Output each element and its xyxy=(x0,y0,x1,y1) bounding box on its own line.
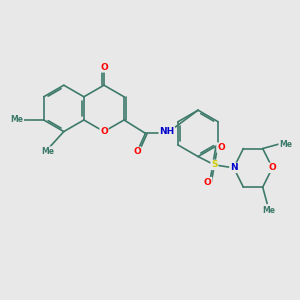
Text: O: O xyxy=(204,178,212,187)
Text: O: O xyxy=(217,143,225,152)
Text: N: N xyxy=(230,163,238,172)
Text: Me: Me xyxy=(11,116,23,124)
Text: NH: NH xyxy=(159,128,175,136)
Text: O: O xyxy=(268,163,276,172)
Text: Me: Me xyxy=(279,140,292,148)
Text: Me: Me xyxy=(262,206,275,214)
Text: S: S xyxy=(211,160,218,169)
Text: O: O xyxy=(100,63,108,72)
Text: O: O xyxy=(133,147,141,156)
Text: O: O xyxy=(100,127,108,136)
Text: Me: Me xyxy=(41,147,54,156)
